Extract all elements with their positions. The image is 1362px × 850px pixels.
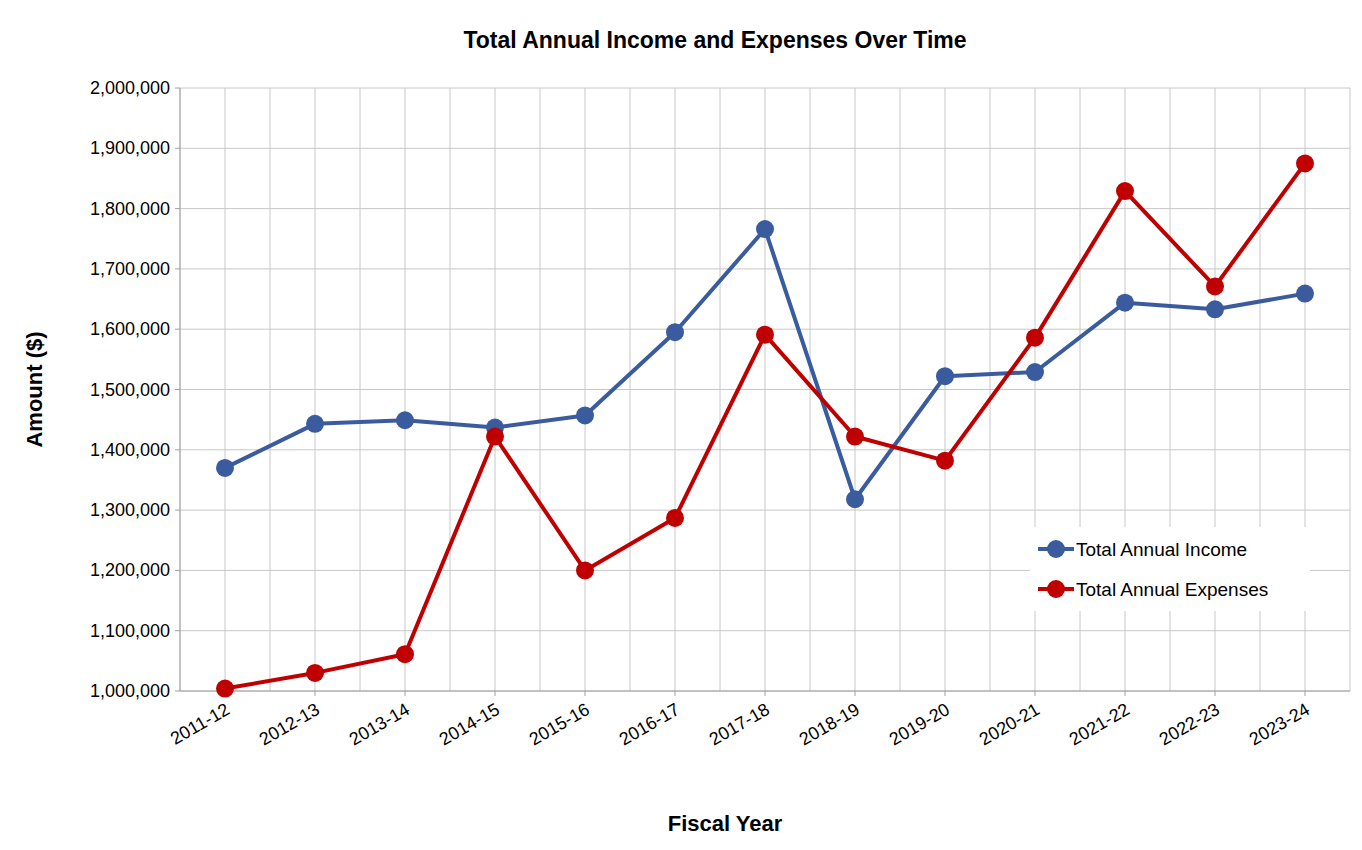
- y-tick: [175, 88, 180, 89]
- background: [0, 0, 1362, 850]
- point: [396, 411, 414, 429]
- y-tick: [175, 691, 180, 692]
- x-tick: [495, 691, 496, 696]
- point: [666, 323, 684, 341]
- y-tick-label: 1,500,000: [90, 380, 170, 400]
- y-tick-label: 1,000,000: [90, 681, 170, 701]
- legend: Total Annual Income Total Annual Expenses: [1030, 527, 1310, 611]
- legend-marker: [1047, 580, 1065, 598]
- x-tick-label: 2014-15: [436, 699, 503, 749]
- x-tick: [1215, 691, 1216, 696]
- series-line: [225, 229, 1305, 499]
- grid: [180, 88, 1350, 691]
- chart: 1,000,000 1,100,000 1,200,000 1,300,000 1,40…: [0, 0, 1362, 850]
- x-tick: [945, 691, 946, 696]
- series: [216, 220, 1314, 508]
- point: [666, 509, 684, 527]
- y-tick: [175, 630, 180, 631]
- x-tick-label: 2013-14: [346, 699, 413, 749]
- x-tick: [1305, 691, 1306, 696]
- x-tick: [405, 691, 406, 696]
- legend-label: Total Annual Income: [1076, 539, 1247, 560]
- x-tick-label: 2018-19: [796, 699, 863, 749]
- x-tick-label: 2019-20: [886, 699, 953, 749]
- point: [216, 680, 234, 698]
- series: [216, 154, 1314, 697]
- grid-line-y: [180, 449, 1350, 450]
- point: [1116, 294, 1134, 312]
- point: [216, 459, 234, 477]
- point: [1206, 277, 1224, 295]
- x-tick-label: 2012-13: [256, 699, 323, 749]
- point: [306, 664, 324, 682]
- x-tick: [585, 691, 586, 696]
- x-tick-label: 2017-18: [706, 699, 773, 749]
- point: [396, 645, 414, 663]
- point: [576, 406, 594, 424]
- x-tick-label: 2011-12: [167, 699, 233, 749]
- point: [936, 452, 954, 470]
- grid-line-y: [180, 268, 1350, 269]
- title: Total Annual Income and Expenses Over Ti…: [463, 27, 966, 53]
- y-tick: [175, 268, 180, 269]
- grid-line-y: [180, 208, 1350, 209]
- y-tick-label: 1,700,000: [90, 259, 170, 279]
- x-tick-label: 2020-21: [976, 699, 1043, 749]
- y-tick-label: 1,900,000: [90, 138, 170, 158]
- y-tick-label: 1,300,000: [90, 500, 170, 520]
- x-tick-label: 2016-17: [616, 699, 683, 749]
- x-tick-label: 2023-24: [1246, 699, 1313, 749]
- y-tick: [175, 570, 180, 571]
- x-tick: [855, 691, 856, 696]
- point: [1116, 182, 1134, 200]
- x-axis-label: Fiscal Year: [668, 811, 783, 836]
- point: [1296, 154, 1314, 172]
- legend-label: Total Annual Expenses: [1076, 579, 1268, 600]
- y-tick: [175, 449, 180, 450]
- x-tick: [1035, 691, 1036, 696]
- y-tick: [175, 389, 180, 390]
- point: [1026, 329, 1044, 347]
- point: [1296, 285, 1314, 303]
- legend-box: [1030, 527, 1310, 611]
- y-tick-label: 1,600,000: [90, 319, 170, 339]
- point: [1026, 363, 1044, 381]
- legend-marker: [1047, 540, 1065, 558]
- y-tick-label: 1,400,000: [90, 440, 170, 460]
- y-tick: [175, 510, 180, 511]
- y-tick: [175, 329, 180, 330]
- point: [306, 415, 324, 433]
- point: [756, 326, 774, 344]
- x-tick-label: 2021-22: [1066, 699, 1133, 749]
- y-tick-label: 1,200,000: [90, 560, 170, 580]
- point: [936, 367, 954, 385]
- grid-line-y: [180, 88, 1350, 89]
- x-tick-label: 2022-23: [1156, 699, 1223, 749]
- plot-area: [216, 154, 1314, 697]
- point: [1206, 300, 1224, 318]
- grid-line-y: [180, 630, 1350, 631]
- point: [486, 428, 504, 446]
- point: [756, 220, 774, 238]
- x-tick-label: 2015-16: [526, 699, 593, 749]
- x-tick: [1125, 691, 1126, 696]
- x-tick: [675, 691, 676, 696]
- y-tick-label: 1,100,000: [90, 621, 170, 641]
- x-tick: [765, 691, 766, 696]
- point: [576, 561, 594, 579]
- point: [846, 490, 864, 508]
- y-tick: [175, 148, 180, 149]
- grid-line-y: [180, 148, 1350, 149]
- y-axis-label: Amount ($): [22, 331, 47, 447]
- x-tick: [315, 691, 316, 696]
- point: [846, 428, 864, 446]
- y-tick: [175, 208, 180, 209]
- y-tick-label: 2,000,000: [90, 78, 170, 98]
- grid-line-y: [180, 389, 1350, 390]
- y-tick-label: 1,800,000: [90, 199, 170, 219]
- grid-line-y: [180, 510, 1350, 511]
